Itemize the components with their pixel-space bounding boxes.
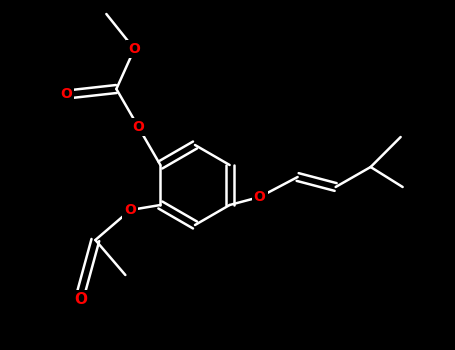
Text: O: O [61, 87, 72, 101]
Text: O: O [124, 203, 136, 217]
Text: O: O [132, 120, 144, 134]
Text: O: O [254, 190, 266, 204]
Text: O: O [74, 293, 87, 308]
Text: O: O [128, 42, 140, 56]
